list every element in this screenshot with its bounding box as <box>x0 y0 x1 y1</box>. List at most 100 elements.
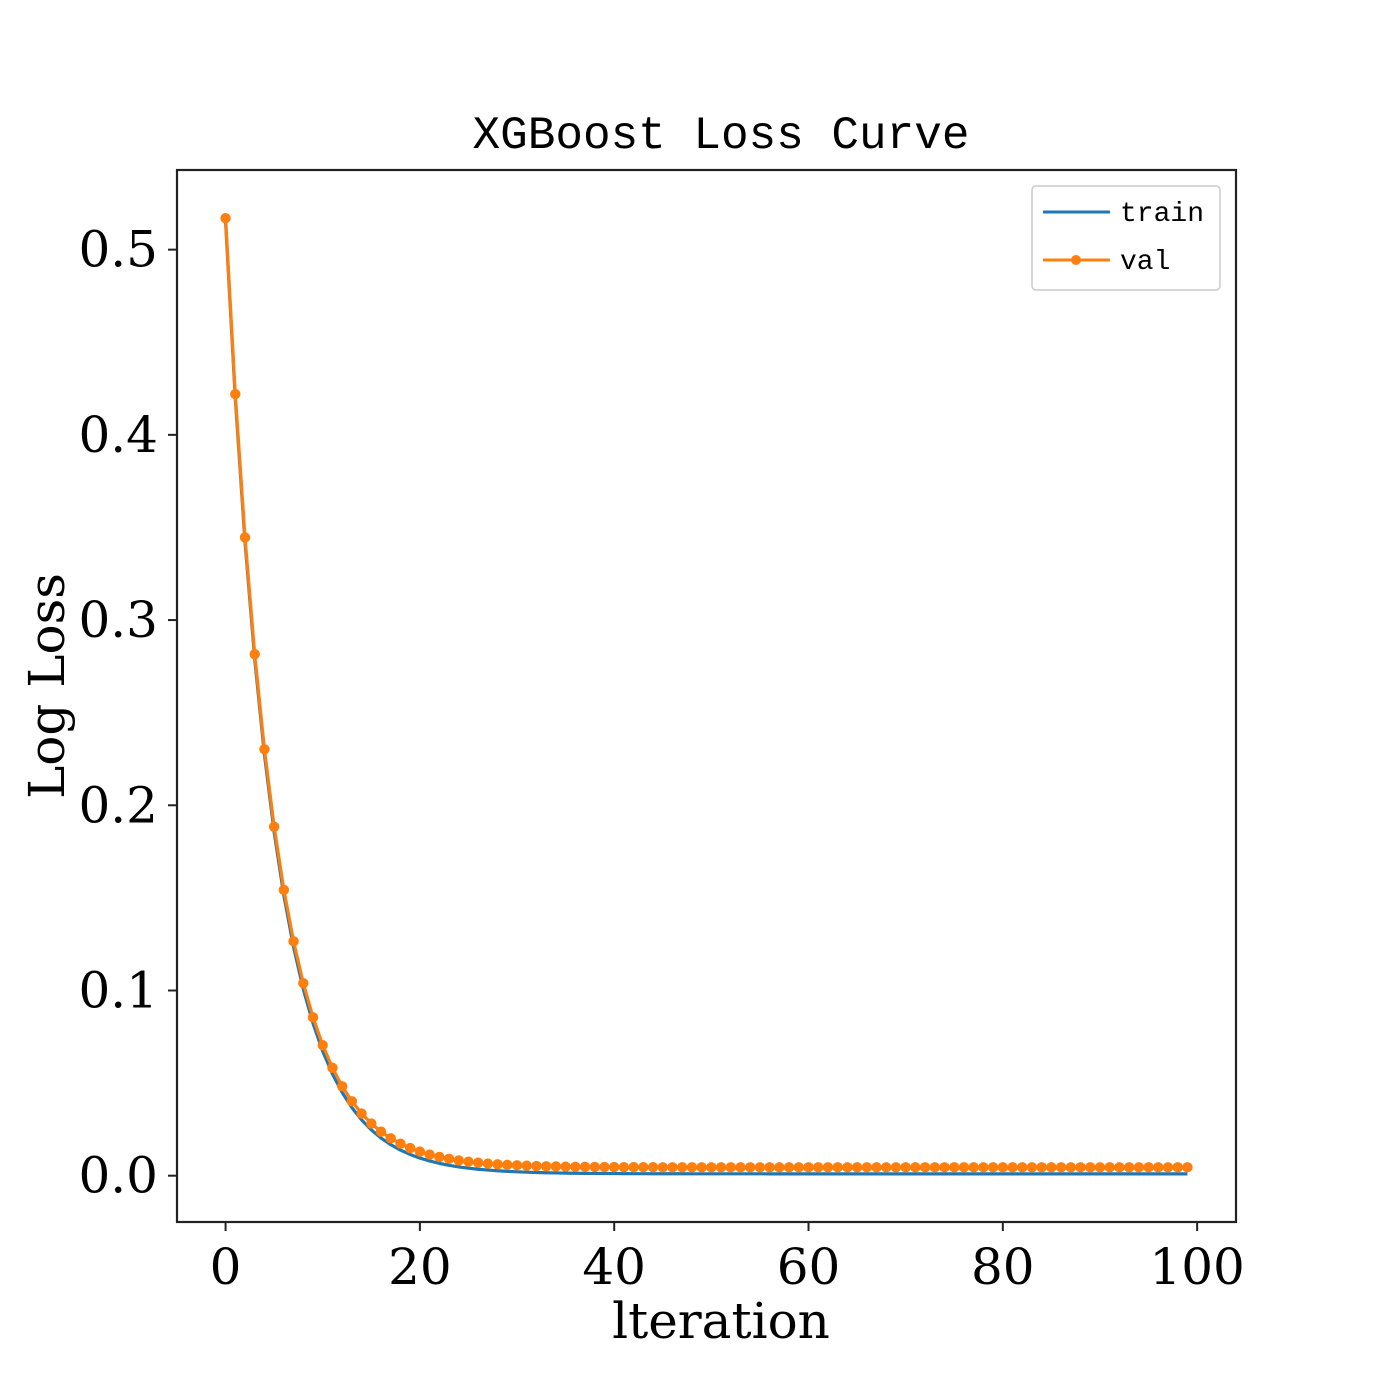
data-point-val <box>1104 1162 1115 1173</box>
data-point-val <box>414 1146 426 1157</box>
data-point-val <box>443 1153 455 1165</box>
data-point-val <box>424 1149 435 1160</box>
data-point-val <box>696 1162 707 1173</box>
data-point-val <box>395 1138 406 1149</box>
data-point-val <box>336 1081 348 1092</box>
data-point-val <box>366 1118 377 1129</box>
data-point-val <box>540 1161 552 1172</box>
data-point-val <box>638 1162 649 1173</box>
data-point-val <box>871 1162 882 1173</box>
data-point-val <box>492 1159 503 1170</box>
data-point-val <box>764 1162 775 1173</box>
chart-title: XGBoost Loss Curve <box>473 110 970 162</box>
plot-frame <box>175 168 1238 1224</box>
data-point-val <box>472 1157 484 1168</box>
data-point-val <box>939 1162 950 1173</box>
data-point-val <box>1123 1162 1135 1173</box>
data-point-val <box>579 1161 591 1173</box>
data-point-val <box>307 1012 319 1023</box>
data-point-val <box>715 1162 727 1173</box>
data-point-val <box>356 1108 367 1119</box>
y-tick-label: 0.4 <box>78 406 158 464</box>
data-point-val <box>803 1162 814 1173</box>
data-point-val <box>958 1162 970 1173</box>
data-point-val <box>822 1162 834 1173</box>
data-point-val <box>793 1162 804 1173</box>
data-point-val <box>1075 1162 1086 1173</box>
data-point-val <box>1143 1162 1154 1173</box>
data-point-val <box>1007 1162 1018 1173</box>
data-point-val <box>628 1161 639 1173</box>
data-point-val <box>910 1162 921 1173</box>
data-point-val <box>968 1162 979 1173</box>
plot-area <box>220 212 1193 1176</box>
legend-val-label: val <box>1120 247 1170 278</box>
data-point-val <box>686 1162 698 1173</box>
y-ticks: 0.0 0.1 0.2 0.3 0.4 0.5 <box>78 221 177 1205</box>
data-point-val <box>677 1162 688 1173</box>
data-point-val <box>919 1162 931 1173</box>
data-point-val <box>706 1162 717 1173</box>
data-point-val <box>239 532 251 543</box>
data-point-val <box>1153 1162 1164 1173</box>
data-point-val <box>609 1161 620 1173</box>
data-point-val <box>1046 1162 1057 1173</box>
data-point-val <box>735 1162 746 1173</box>
data-point-val <box>1162 1162 1174 1173</box>
data-point-val <box>453 1155 464 1166</box>
data-point-val <box>754 1162 766 1173</box>
data-point-val <box>657 1162 668 1173</box>
data-point-val <box>346 1096 358 1107</box>
data-point-val <box>268 821 280 832</box>
x-ticks: 0 20 40 60 80 100 <box>210 1222 1245 1296</box>
data-point-val <box>1085 1162 1096 1173</box>
data-point-val <box>1094 1162 1106 1173</box>
data-point-val <box>774 1162 785 1173</box>
series-train <box>223 221 1188 1176</box>
data-point-val <box>1055 1162 1067 1173</box>
y-tick-label: 0.5 <box>78 221 158 279</box>
y-tick-label: 0.1 <box>78 961 158 1019</box>
data-point-val <box>667 1162 678 1173</box>
data-point-val <box>511 1160 523 1171</box>
data-point-val <box>1133 1162 1145 1173</box>
data-point-val <box>861 1162 873 1173</box>
data-point-val <box>327 1062 338 1074</box>
data-point-val <box>813 1162 824 1173</box>
data-point-val <box>259 744 270 755</box>
data-point-val <box>570 1161 581 1172</box>
legend-train-label: train <box>1120 199 1204 230</box>
data-point-val <box>783 1162 795 1173</box>
data-point-val <box>1065 1162 1077 1173</box>
data-point-val <box>288 936 299 947</box>
data-point-val <box>463 1156 474 1167</box>
data-point-val <box>502 1159 513 1171</box>
data-point-val <box>949 1162 960 1173</box>
data-point-val <box>842 1162 853 1173</box>
x-tick-label: 100 <box>1149 1238 1244 1296</box>
data-point-val <box>434 1151 445 1163</box>
data-point-val <box>725 1162 736 1173</box>
data-point-val <box>978 1162 989 1173</box>
series-line-train <box>223 221 1188 1176</box>
data-point-val <box>745 1162 756 1173</box>
x-tick-label: 20 <box>388 1238 452 1296</box>
y-tick-label: 0.2 <box>78 776 158 834</box>
data-point-val <box>1026 1162 1038 1173</box>
data-point-val <box>531 1160 542 1172</box>
data-point-val <box>599 1161 610 1173</box>
data-point-val <box>317 1039 328 1051</box>
data-point-val <box>832 1162 843 1173</box>
data-point-val <box>900 1162 911 1173</box>
data-point-val <box>589 1161 600 1173</box>
data-point-val <box>1017 1162 1028 1173</box>
data-point-val <box>550 1161 562 1172</box>
y-tick-label: 0.3 <box>78 591 158 649</box>
data-point-val <box>987 1162 999 1173</box>
series-val <box>220 212 1193 1173</box>
data-point-val <box>997 1162 1009 1173</box>
data-point-val <box>929 1162 941 1173</box>
legend: train val <box>1031 185 1221 291</box>
x-axis-label: lteration <box>612 1292 830 1350</box>
